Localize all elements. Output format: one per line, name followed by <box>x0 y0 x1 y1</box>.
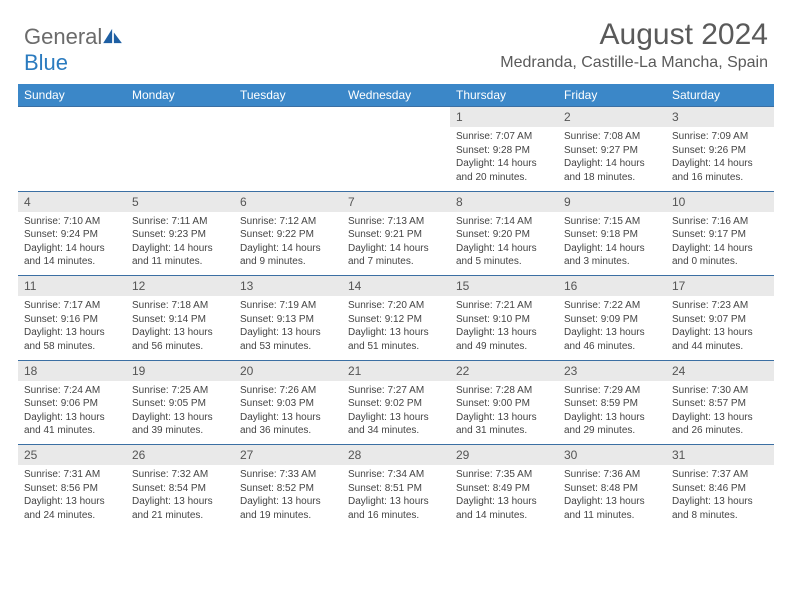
day-content-cell: Sunrise: 7:32 AMSunset: 8:54 PMDaylight:… <box>126 465 234 529</box>
day-number-cell: 1 <box>450 107 558 128</box>
calendar-table: SundayMondayTuesdayWednesdayThursdayFrid… <box>18 84 774 529</box>
day-number-cell <box>126 107 234 128</box>
day-number-cell: 10 <box>666 191 774 212</box>
day-content-cell: Sunrise: 7:30 AMSunset: 8:57 PMDaylight:… <box>666 381 774 445</box>
day-content-cell: Sunrise: 7:31 AMSunset: 8:56 PMDaylight:… <box>18 465 126 529</box>
day-number-cell: 12 <box>126 276 234 297</box>
day-number-cell: 26 <box>126 445 234 466</box>
day-number-cell: 27 <box>234 445 342 466</box>
day-content-cell: Sunrise: 7:14 AMSunset: 9:20 PMDaylight:… <box>450 212 558 276</box>
day-content-cell: Sunrise: 7:37 AMSunset: 8:46 PMDaylight:… <box>666 465 774 529</box>
day-content-cell: Sunrise: 7:20 AMSunset: 9:12 PMDaylight:… <box>342 296 450 360</box>
day-content-cell: Sunrise: 7:07 AMSunset: 9:28 PMDaylight:… <box>450 127 558 191</box>
calendar-body: 123Sunrise: 7:07 AMSunset: 9:28 PMDaylig… <box>18 107 774 530</box>
weekday-header: Wednesday <box>342 84 450 107</box>
day-content-cell: Sunrise: 7:17 AMSunset: 9:16 PMDaylight:… <box>18 296 126 360</box>
day-content-cell: Sunrise: 7:19 AMSunset: 9:13 PMDaylight:… <box>234 296 342 360</box>
day-content-cell <box>342 127 450 191</box>
day-number-cell <box>234 107 342 128</box>
day-content-cell: Sunrise: 7:27 AMSunset: 9:02 PMDaylight:… <box>342 381 450 445</box>
day-number-cell: 29 <box>450 445 558 466</box>
day-content-cell: Sunrise: 7:25 AMSunset: 9:05 PMDaylight:… <box>126 381 234 445</box>
weekday-header: Monday <box>126 84 234 107</box>
day-number-cell: 4 <box>18 191 126 212</box>
day-number-cell: 19 <box>126 360 234 381</box>
calendar-container: SundayMondayTuesdayWednesdayThursdayFrid… <box>0 84 792 547</box>
day-number-cell: 18 <box>18 360 126 381</box>
day-number-cell: 17 <box>666 276 774 297</box>
day-content-cell: Sunrise: 7:29 AMSunset: 8:59 PMDaylight:… <box>558 381 666 445</box>
location-subtitle: Medranda, Castille-La Mancha, Spain <box>500 54 768 72</box>
day-content-cell: Sunrise: 7:36 AMSunset: 8:48 PMDaylight:… <box>558 465 666 529</box>
day-number-cell: 11 <box>18 276 126 297</box>
day-content-cell: Sunrise: 7:12 AMSunset: 9:22 PMDaylight:… <box>234 212 342 276</box>
weekday-header: Thursday <box>450 84 558 107</box>
day-number-cell: 2 <box>558 107 666 128</box>
day-number-cell: 3 <box>666 107 774 128</box>
brand-name-part1: General <box>24 24 102 49</box>
day-number-cell: 5 <box>126 191 234 212</box>
day-content-cell: Sunrise: 7:15 AMSunset: 9:18 PMDaylight:… <box>558 212 666 276</box>
day-number-cell: 13 <box>234 276 342 297</box>
page-header: GeneralBlue August 2024 Medranda, Castil… <box>0 0 792 84</box>
day-number-cell <box>18 107 126 128</box>
weekday-header: Friday <box>558 84 666 107</box>
month-title: August 2024 <box>500 18 768 52</box>
day-content-cell: Sunrise: 7:16 AMSunset: 9:17 PMDaylight:… <box>666 212 774 276</box>
day-content-cell: Sunrise: 7:35 AMSunset: 8:49 PMDaylight:… <box>450 465 558 529</box>
day-content-cell: Sunrise: 7:18 AMSunset: 9:14 PMDaylight:… <box>126 296 234 360</box>
day-content-cell: Sunrise: 7:08 AMSunset: 9:27 PMDaylight:… <box>558 127 666 191</box>
day-number-cell: 14 <box>342 276 450 297</box>
day-content-cell: Sunrise: 7:09 AMSunset: 9:26 PMDaylight:… <box>666 127 774 191</box>
day-content-cell: Sunrise: 7:23 AMSunset: 9:07 PMDaylight:… <box>666 296 774 360</box>
title-block: August 2024 Medranda, Castille-La Mancha… <box>500 18 768 72</box>
day-number-cell: 24 <box>666 360 774 381</box>
day-content-cell: Sunrise: 7:24 AMSunset: 9:06 PMDaylight:… <box>18 381 126 445</box>
day-content-cell: Sunrise: 7:13 AMSunset: 9:21 PMDaylight:… <box>342 212 450 276</box>
day-number-cell: 22 <box>450 360 558 381</box>
day-content-cell: Sunrise: 7:34 AMSunset: 8:51 PMDaylight:… <box>342 465 450 529</box>
day-number-cell: 20 <box>234 360 342 381</box>
day-number-cell: 9 <box>558 191 666 212</box>
day-content-cell: Sunrise: 7:33 AMSunset: 8:52 PMDaylight:… <box>234 465 342 529</box>
day-number-cell: 21 <box>342 360 450 381</box>
weekday-header: Saturday <box>666 84 774 107</box>
brand-name: GeneralBlue <box>24 24 124 76</box>
brand-logo: GeneralBlue <box>24 24 124 76</box>
day-number-cell: 28 <box>342 445 450 466</box>
day-number-cell: 25 <box>18 445 126 466</box>
day-number-cell: 7 <box>342 191 450 212</box>
weekday-header: Tuesday <box>234 84 342 107</box>
day-content-cell <box>18 127 126 191</box>
weekday-header: Sunday <box>18 84 126 107</box>
day-content-cell: Sunrise: 7:11 AMSunset: 9:23 PMDaylight:… <box>126 212 234 276</box>
day-number-cell <box>342 107 450 128</box>
day-content-cell: Sunrise: 7:26 AMSunset: 9:03 PMDaylight:… <box>234 381 342 445</box>
day-content-cell: Sunrise: 7:28 AMSunset: 9:00 PMDaylight:… <box>450 381 558 445</box>
day-content-cell <box>234 127 342 191</box>
day-content-cell: Sunrise: 7:21 AMSunset: 9:10 PMDaylight:… <box>450 296 558 360</box>
day-content-cell: Sunrise: 7:10 AMSunset: 9:24 PMDaylight:… <box>18 212 126 276</box>
day-number-cell: 8 <box>450 191 558 212</box>
brand-name-part2: Blue <box>24 50 68 75</box>
day-number-cell: 31 <box>666 445 774 466</box>
day-number-cell: 23 <box>558 360 666 381</box>
sail-icon <box>102 28 124 44</box>
day-number-cell: 15 <box>450 276 558 297</box>
day-number-cell: 30 <box>558 445 666 466</box>
day-number-cell: 16 <box>558 276 666 297</box>
day-number-cell: 6 <box>234 191 342 212</box>
day-content-cell <box>126 127 234 191</box>
day-content-cell: Sunrise: 7:22 AMSunset: 9:09 PMDaylight:… <box>558 296 666 360</box>
calendar-header-row: SundayMondayTuesdayWednesdayThursdayFrid… <box>18 84 774 107</box>
